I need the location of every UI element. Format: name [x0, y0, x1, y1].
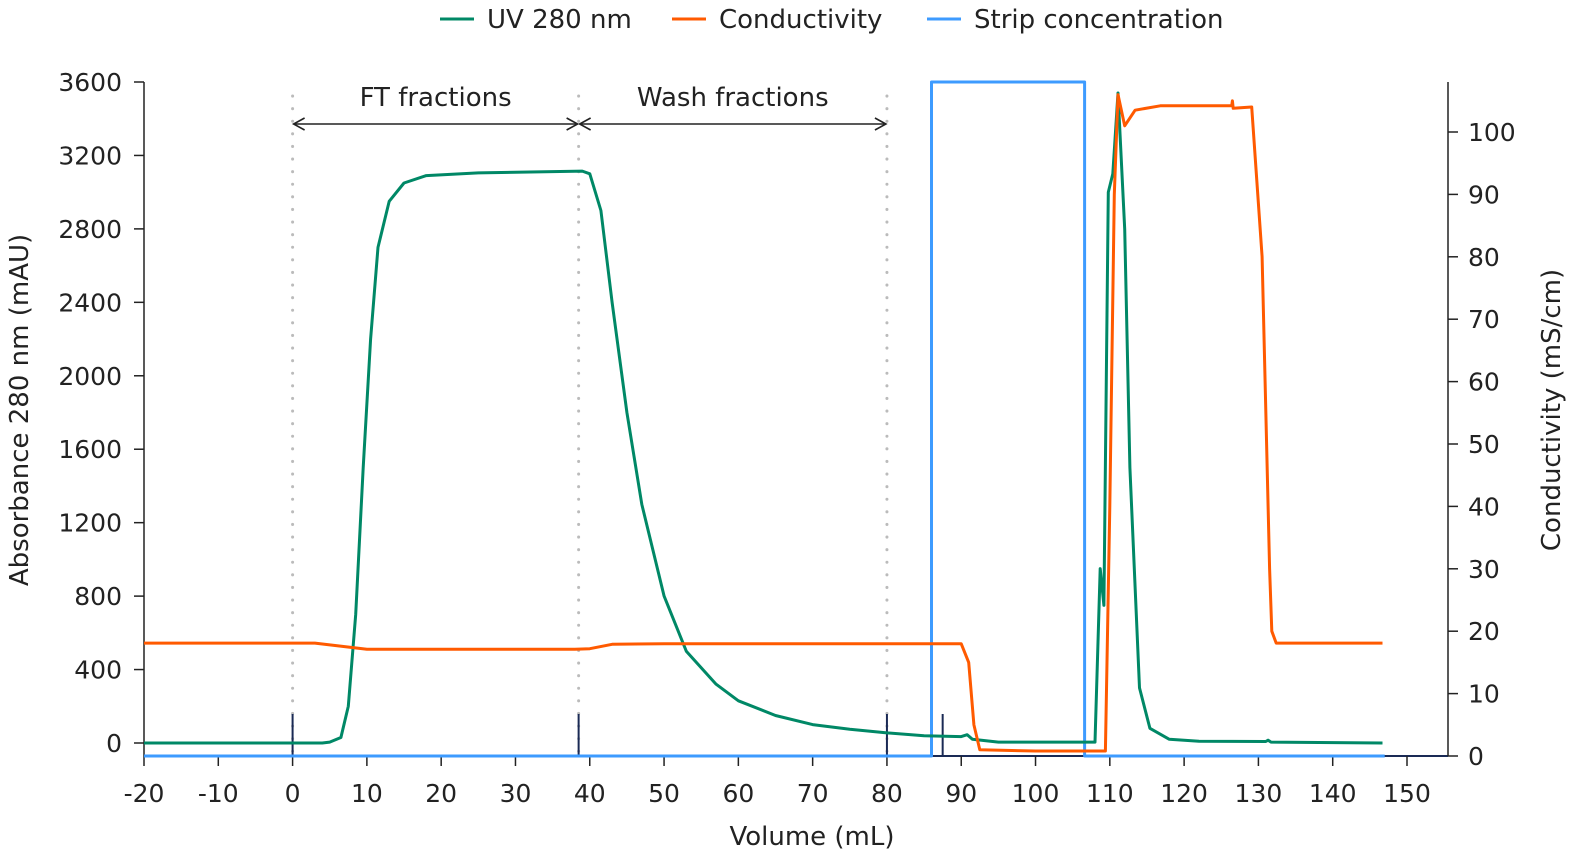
y-axis-left-label: Absorbance 280 nm (mAU): [5, 234, 35, 586]
y-right-tick-label: 0: [1468, 742, 1484, 771]
y-left-tick-label: 2400: [58, 288, 122, 317]
legend-label: Conductivity: [719, 5, 882, 35]
series-line-uv-280-nm: [144, 91, 1383, 745]
fraction-range-label: Wash fractions: [637, 83, 829, 113]
y-left-tick-label: 400: [74, 656, 122, 685]
x-tick-label: 150: [1383, 779, 1431, 808]
x-tick-label: 0: [285, 779, 301, 808]
legend: UV 280 nm Conductivity Strip concentration: [440, 5, 1223, 35]
annotations: FT fractions Wash fractions: [291, 83, 944, 758]
y-right-tick-label: 100: [1468, 118, 1516, 147]
x-tick-label: 30: [500, 779, 532, 808]
x-tick-label: 10: [351, 779, 383, 808]
y-right-tick-label: 40: [1468, 492, 1500, 521]
x-tick-label: 80: [871, 779, 903, 808]
x-tick-label: 140: [1309, 779, 1357, 808]
fraction-range-label: FT fractions: [360, 83, 512, 113]
y-left-tick-label: 800: [74, 582, 122, 611]
y-left-tick-label: 3600: [58, 68, 122, 97]
legend-label: Strip concentration: [974, 5, 1223, 35]
y-right-tick-label: 50: [1468, 430, 1500, 459]
series-line-strip-concentration: [144, 80, 1385, 758]
y-right-tick-label: 30: [1468, 555, 1500, 584]
x-tick-label: 40: [574, 779, 606, 808]
y-right-tick-label: 20: [1468, 617, 1500, 646]
legend-label: UV 280 nm: [487, 5, 632, 35]
x-tick-label: -20: [124, 779, 165, 808]
axes: -20 -10 0 10 20 30 40 50 60 70 80 90 100 110 120 130 140…: [58, 68, 1515, 808]
x-tick-label: 70: [797, 779, 829, 808]
y-left-tick-label: 2800: [58, 215, 122, 244]
y-right-tick-label: 90: [1468, 180, 1500, 209]
y-right-tick-label: 80: [1468, 243, 1500, 272]
y-left-tick-label: 1200: [58, 509, 122, 538]
x-tick-label: 120: [1160, 779, 1208, 808]
y-axis-right-label: Conductivity (mS/cm): [1537, 269, 1567, 551]
x-tick-label: 130: [1235, 779, 1283, 808]
x-tick-label: -10: [198, 779, 239, 808]
x-tick-label: 100: [1012, 779, 1060, 808]
y-right-tick-label: 60: [1468, 368, 1500, 397]
series-line-conductivity: [144, 93, 1383, 753]
y-left-tick-label: 0: [106, 729, 122, 758]
y-left-tick-label: 2000: [58, 362, 122, 391]
y-left-tick-label: 1600: [58, 435, 122, 464]
y-right-tick-label: 70: [1468, 305, 1500, 334]
x-tick-label: 20: [425, 779, 457, 808]
x-tick-label: 90: [945, 779, 977, 808]
x-tick-label: 50: [648, 779, 680, 808]
y-left-tick-label: 3200: [58, 141, 122, 170]
x-axis-label: Volume (mL): [729, 822, 894, 852]
series-layer: [144, 80, 1385, 758]
x-tick-label: 110: [1086, 779, 1134, 808]
y-right-tick-label: 10: [1468, 680, 1500, 709]
x-tick-label: 60: [722, 779, 754, 808]
